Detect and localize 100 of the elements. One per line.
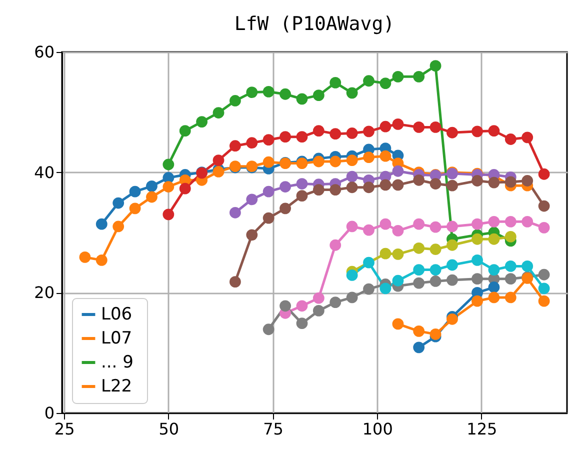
point	[246, 194, 258, 206]
point	[380, 248, 392, 260]
point	[413, 70, 425, 82]
point	[472, 254, 483, 266]
point	[296, 178, 308, 190]
point	[212, 166, 224, 178]
point	[330, 76, 342, 88]
point	[296, 190, 308, 202]
point	[522, 260, 534, 272]
point	[504, 176, 516, 188]
point	[380, 78, 392, 89]
point	[312, 90, 324, 102]
point	[446, 274, 458, 286]
point	[413, 264, 425, 276]
y-tick-label: 0	[44, 404, 54, 422]
x-tick-label: 75	[263, 420, 284, 438]
point	[430, 178, 442, 190]
point	[112, 197, 124, 209]
point	[446, 259, 458, 271]
point	[430, 221, 442, 233]
point	[430, 244, 442, 256]
point	[413, 174, 425, 186]
point	[538, 168, 550, 180]
point	[346, 220, 358, 232]
y-tick-label: 40	[34, 162, 54, 182]
point	[472, 126, 483, 138]
point	[129, 186, 141, 198]
point	[262, 86, 274, 98]
point	[380, 282, 392, 294]
point	[212, 107, 224, 118]
x-tick-label: 25	[54, 420, 75, 438]
point	[312, 305, 324, 316]
point	[262, 324, 274, 336]
point	[380, 120, 392, 132]
point	[296, 318, 308, 330]
point	[446, 313, 458, 325]
x-tick-label: 50	[158, 420, 180, 438]
point	[472, 175, 483, 186]
point	[413, 325, 425, 337]
point	[196, 116, 208, 128]
point	[363, 126, 374, 138]
point	[488, 282, 500, 293]
point	[363, 256, 374, 268]
point	[312, 184, 324, 196]
point	[246, 137, 258, 149]
point	[504, 273, 516, 285]
point	[488, 125, 500, 137]
point	[330, 156, 342, 168]
point	[488, 233, 500, 245]
point	[392, 318, 404, 330]
point	[538, 200, 550, 212]
point	[522, 216, 534, 228]
point	[488, 292, 500, 304]
point	[380, 179, 392, 191]
point	[392, 248, 404, 260]
point	[296, 93, 308, 105]
point	[346, 170, 358, 182]
point	[472, 218, 483, 230]
point	[112, 220, 124, 232]
point	[296, 131, 308, 143]
legend-label: L06	[101, 304, 132, 324]
point	[280, 88, 291, 100]
point	[392, 165, 404, 177]
point	[446, 239, 458, 251]
point	[430, 276, 442, 287]
point	[504, 292, 516, 304]
point	[146, 180, 158, 192]
point	[522, 132, 534, 144]
point	[262, 156, 274, 168]
legend-label: L07	[101, 328, 132, 348]
point	[504, 134, 516, 145]
point	[330, 184, 342, 196]
point	[538, 295, 550, 307]
point	[430, 122, 442, 133]
point	[330, 296, 342, 308]
point	[392, 179, 404, 191]
point	[380, 150, 392, 162]
point	[504, 260, 516, 272]
point	[446, 126, 458, 138]
point	[179, 182, 191, 194]
point	[392, 274, 404, 286]
point	[363, 75, 374, 87]
point	[488, 216, 500, 228]
point	[504, 231, 516, 242]
point	[472, 295, 483, 307]
point	[522, 175, 534, 186]
point	[179, 125, 191, 137]
chart-title: LfW (P10AWavg)	[234, 13, 395, 35]
point	[488, 176, 500, 188]
point	[330, 128, 342, 140]
point	[472, 233, 483, 245]
point	[392, 70, 404, 82]
point	[262, 186, 274, 198]
point	[96, 254, 108, 266]
point	[363, 224, 374, 236]
legend-label: ... 9	[101, 352, 134, 372]
point	[280, 202, 291, 214]
point	[212, 154, 224, 166]
point	[162, 208, 174, 220]
point	[413, 277, 425, 289]
